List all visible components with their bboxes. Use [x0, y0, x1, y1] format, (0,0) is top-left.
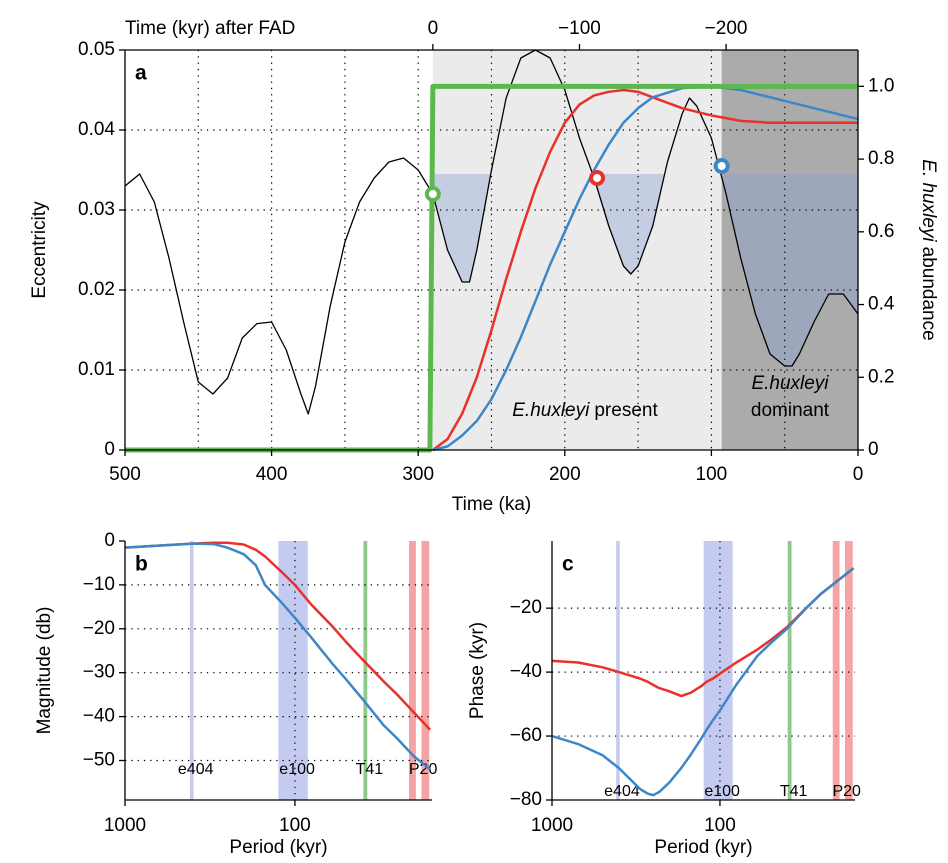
x2-tick-label: −200	[705, 18, 748, 39]
y-axis-label: Eccentricity	[29, 201, 50, 299]
band	[787, 541, 792, 800]
band	[189, 541, 194, 800]
y-tick-label: 0.02	[78, 279, 115, 300]
band	[421, 541, 430, 800]
y-tick-label: 0	[104, 530, 115, 551]
y2-label-text: abundance	[918, 247, 939, 341]
y-tick-label: 0.04	[78, 119, 115, 140]
y-tick-label: −20	[83, 618, 115, 639]
band-label: e100	[704, 783, 740, 800]
x-tick-label: 400	[256, 464, 288, 485]
x-tick-label: 1000	[104, 815, 146, 836]
y-tick-label: −80	[510, 789, 542, 810]
band	[832, 541, 840, 800]
y-tick-label: −30	[83, 662, 115, 683]
x-axis-label: Period (kyr)	[229, 837, 327, 858]
x-tick-label: 0	[853, 464, 864, 485]
y-tick-label: −60	[510, 725, 542, 746]
annotation-italic: E.huxleyi	[512, 400, 590, 421]
x-axis-label: Time (ka)	[452, 494, 532, 515]
band-label: T41	[780, 783, 808, 800]
marker	[589, 170, 606, 186]
x2-tick-label: −100	[558, 18, 601, 39]
y-tick-label: 0.05	[78, 39, 115, 60]
y-tick-label: 0	[104, 439, 115, 460]
y-axis-label: Phase (kyr)	[467, 622, 488, 719]
annotation: E.huxleyi present	[512, 400, 658, 421]
y-tick-label: −50	[83, 750, 115, 771]
series-line	[551, 567, 855, 698]
band-label: P20	[409, 761, 438, 778]
x-axis-label: Period (kyr)	[654, 837, 752, 858]
shade-area	[432, 174, 858, 366]
band-label: e404	[604, 783, 640, 800]
band	[409, 541, 416, 800]
x-tick-label: 1000	[531, 815, 573, 836]
y-tick-label: −20	[510, 597, 542, 618]
x-tick-label: 300	[402, 464, 434, 485]
band-label: e100	[279, 761, 315, 778]
band-label: e404	[178, 761, 214, 778]
series-line	[124, 542, 431, 771]
region	[721, 50, 858, 450]
band	[363, 541, 368, 800]
y2-axis-label: E. huxleyi abundance	[918, 159, 939, 340]
x-tick-label: 500	[109, 464, 141, 485]
panel-label: b	[135, 553, 148, 576]
y-tick-label: −40	[83, 706, 115, 727]
panel: 500 400 300 200 100 000.010.020.030.040.0500.…	[29, 18, 939, 515]
band	[703, 541, 733, 800]
x-tick-label: 100	[704, 815, 736, 836]
series-line	[551, 567, 855, 797]
series-line	[432, 88, 858, 452]
panel-label: a	[135, 62, 147, 85]
x-tick-label: 200	[549, 464, 581, 485]
y2-tick-label: 0.6	[868, 221, 894, 242]
y-tick-label: 0.01	[78, 359, 115, 380]
y-tick-label: 0.03	[78, 199, 115, 220]
marker	[424, 186, 441, 202]
y-tick-label: −10	[83, 574, 115, 595]
annotation-text: present	[594, 400, 658, 421]
band-label: P20	[832, 783, 861, 800]
x-tick-label: 100	[696, 464, 728, 485]
y2-tick-label: 0	[868, 439, 879, 460]
band	[845, 541, 853, 800]
panel-label: c	[562, 553, 574, 576]
series-line	[124, 49, 859, 415]
series-line	[432, 85, 859, 452]
annotation-italic: E.huxleyi	[751, 373, 829, 394]
y-tick-label: −40	[510, 661, 542, 682]
x2-tick-label: 0	[428, 18, 439, 39]
marker	[713, 158, 730, 174]
y2-tick-label: 0.8	[868, 148, 894, 169]
x-tick-label: 100	[279, 815, 311, 836]
y-axis-label: Magnitude (db)	[34, 607, 55, 735]
y2-label-italic: E. huxleyi	[918, 159, 939, 242]
y2-tick-label: 0.4	[868, 294, 895, 315]
y2-tick-label: 1.0	[868, 75, 894, 96]
band	[616, 541, 620, 800]
series-line	[124, 541, 432, 731]
x2-axis-label: Time (kyr) after FAD	[125, 18, 295, 39]
panel: e404 e100 T41 P20 1000 100 −20 −40 −60 −80 c Period…	[467, 541, 861, 858]
band-label: T41	[356, 761, 384, 778]
y2-tick-label: 0.2	[868, 366, 894, 387]
annotation-text: dominant	[751, 400, 830, 421]
